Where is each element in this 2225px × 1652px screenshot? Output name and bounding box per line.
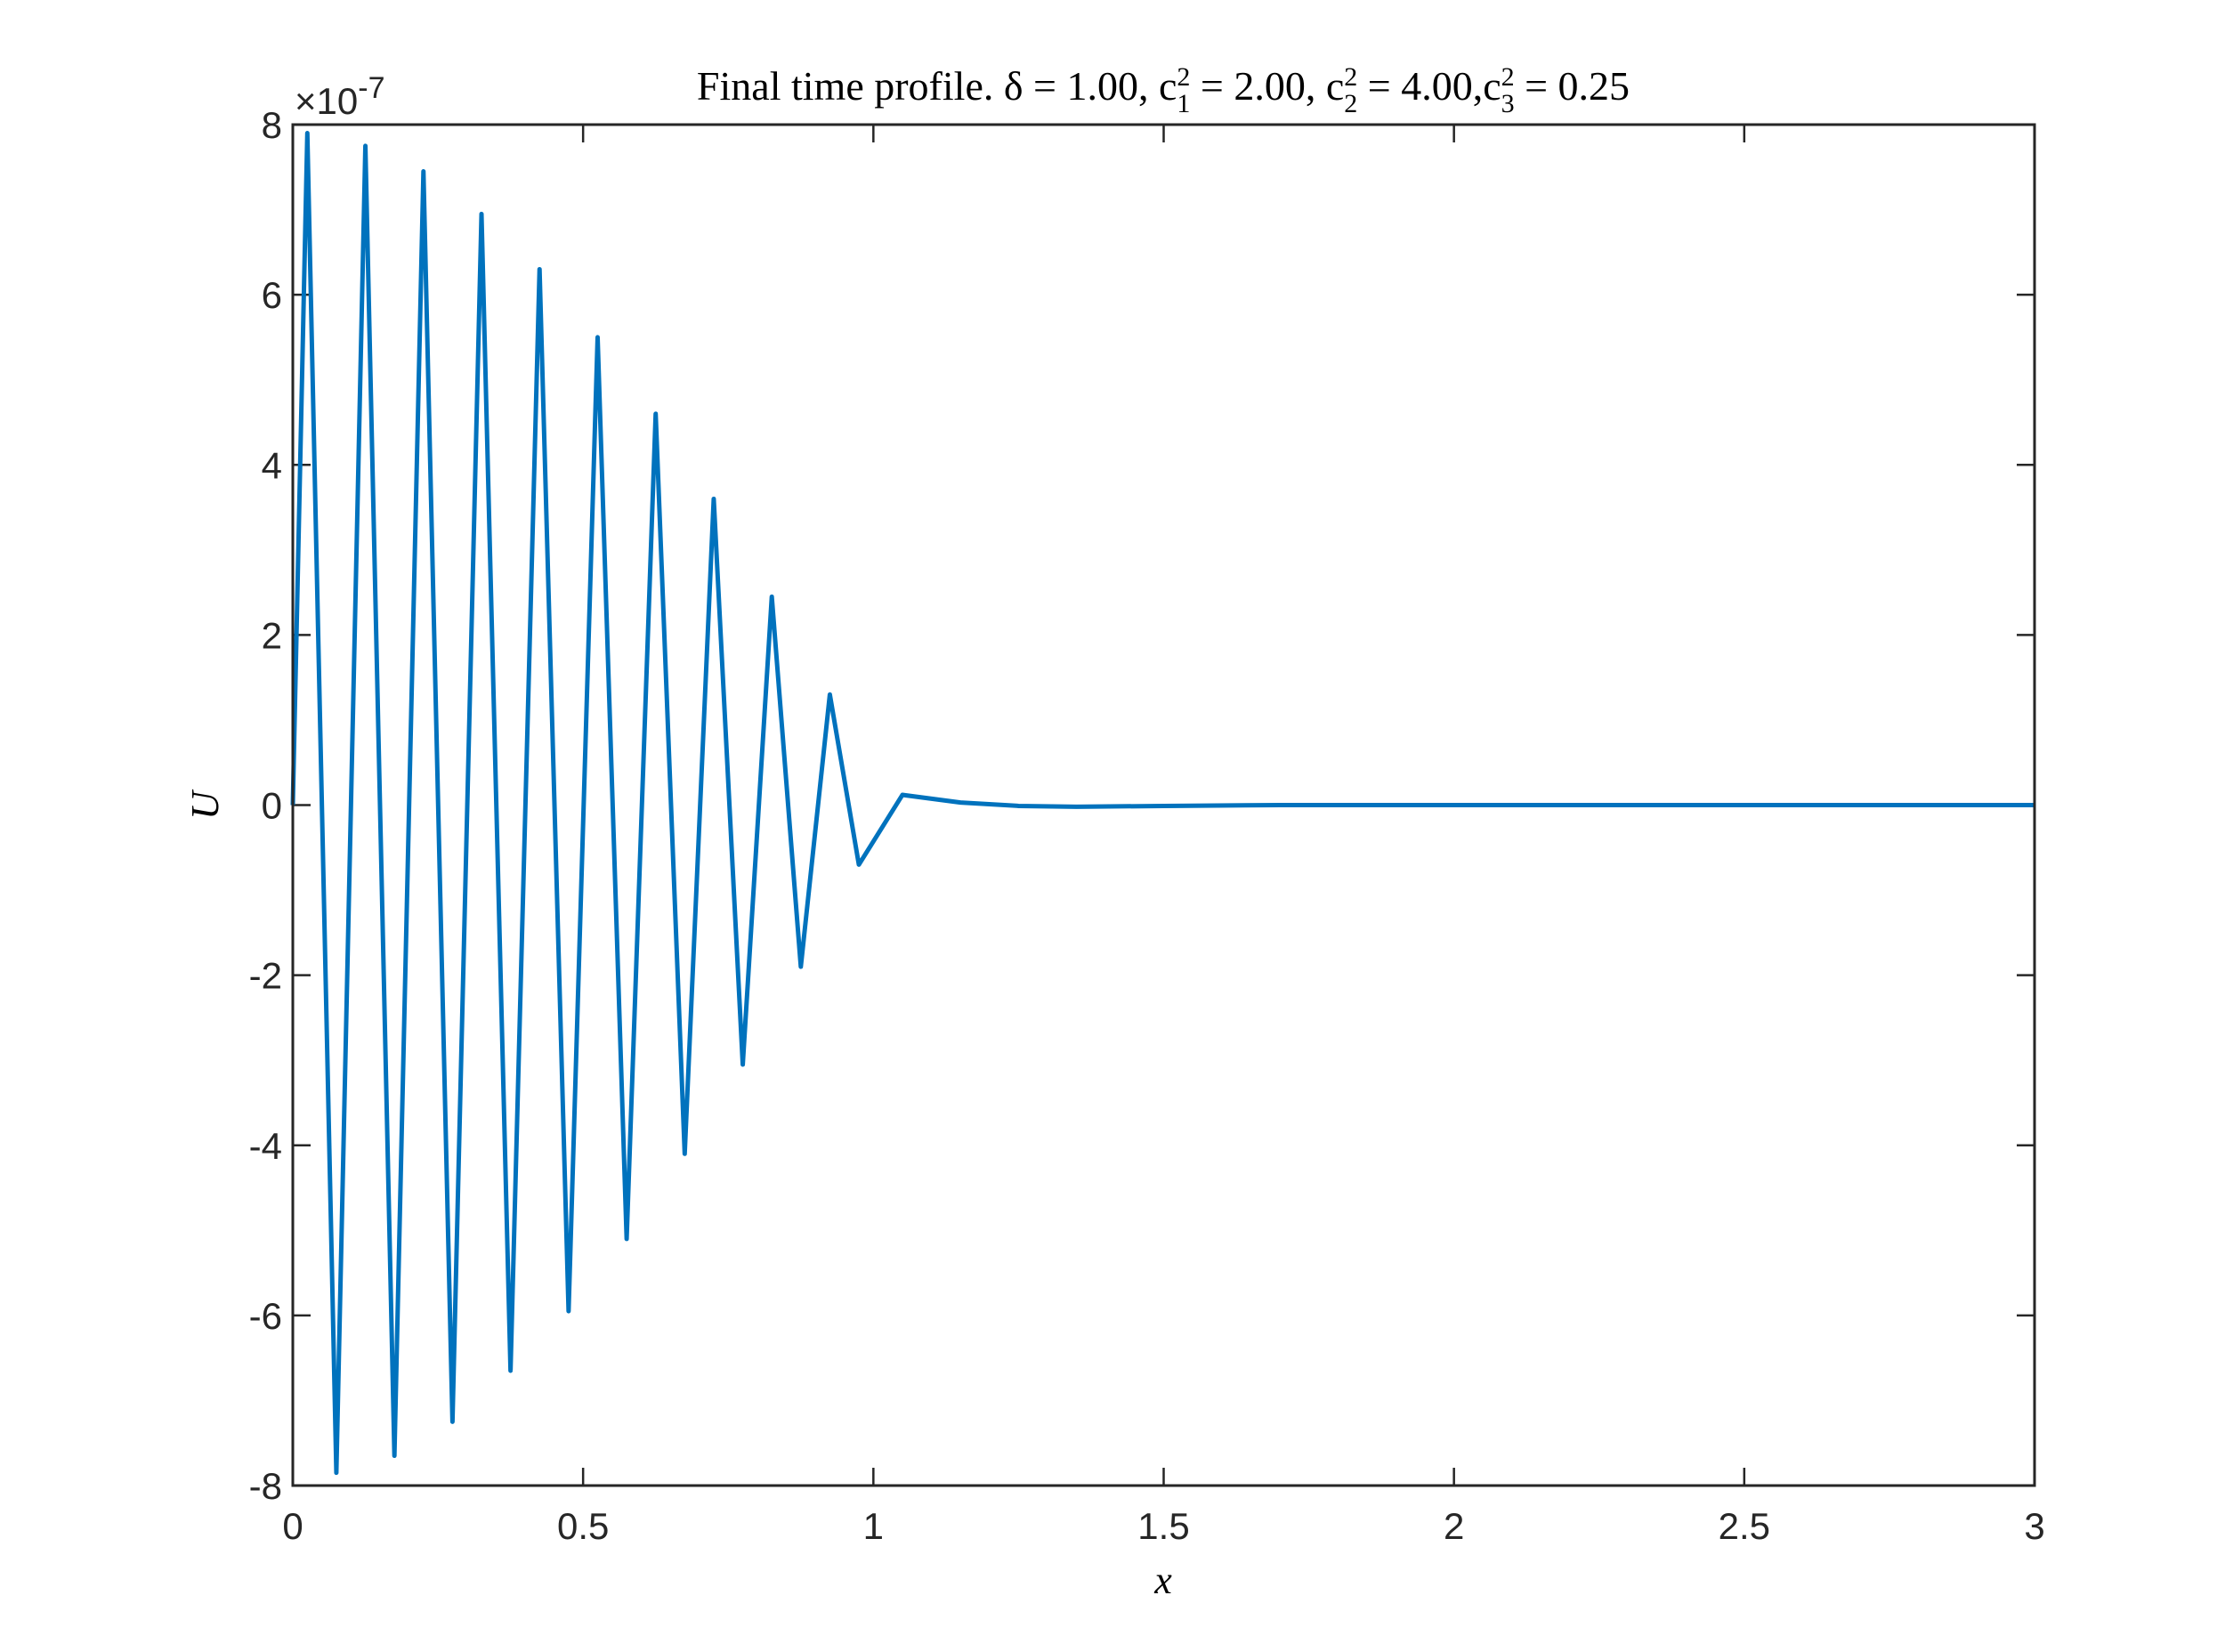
x-tick-label: 1 xyxy=(863,1505,884,1547)
y-tick-label: -6 xyxy=(249,1295,282,1337)
y-tick-label: -8 xyxy=(249,1465,282,1507)
y-tick-label: 4 xyxy=(262,444,282,486)
chart-title: Final time profile. δ = 1.00, c2 1 = 2.00… xyxy=(697,62,1630,118)
y-tick-label: -4 xyxy=(249,1125,282,1167)
x-tick-label: 2.5 xyxy=(1719,1505,1770,1547)
x-tick-label: 1.5 xyxy=(1137,1505,1189,1547)
title-part: = 4.00,c xyxy=(1357,63,1501,109)
data-line xyxy=(290,131,2035,1476)
x-tick-label: 0.5 xyxy=(557,1505,609,1547)
y-tick-label: 8 xyxy=(262,104,282,146)
title-part: 2 xyxy=(1501,62,1515,92)
y-tick-label: -2 xyxy=(249,955,282,997)
title-part: 1 xyxy=(1177,89,1190,118)
title-part: 2 xyxy=(1344,62,1357,92)
title-part: 3 xyxy=(1501,89,1515,118)
y-multiplier: ×10-7 xyxy=(295,71,384,122)
multiplier-exponent: -7 xyxy=(358,71,384,105)
y-tick-label: 0 xyxy=(262,785,282,827)
title-part: Final time profile. δ = 1.00, c xyxy=(697,63,1177,109)
y-tick-label: 6 xyxy=(262,274,282,316)
title-part: 2 xyxy=(1344,89,1357,118)
title-part: = 2.00, c xyxy=(1190,63,1344,109)
x-axis-label: x xyxy=(1153,1559,1172,1602)
title-part: = 0.25 xyxy=(1515,63,1630,109)
x-tick-label: 3 xyxy=(2024,1505,2044,1547)
multiplier-base: ×10 xyxy=(295,80,358,122)
y-axis-label: U xyxy=(183,789,227,820)
x-tick-label: 2 xyxy=(1444,1505,1464,1547)
y-tick-label: 2 xyxy=(262,614,282,656)
axes-box xyxy=(291,123,2036,1487)
x-tick-label: 0 xyxy=(282,1505,303,1547)
title-part: 2 xyxy=(1177,62,1190,92)
